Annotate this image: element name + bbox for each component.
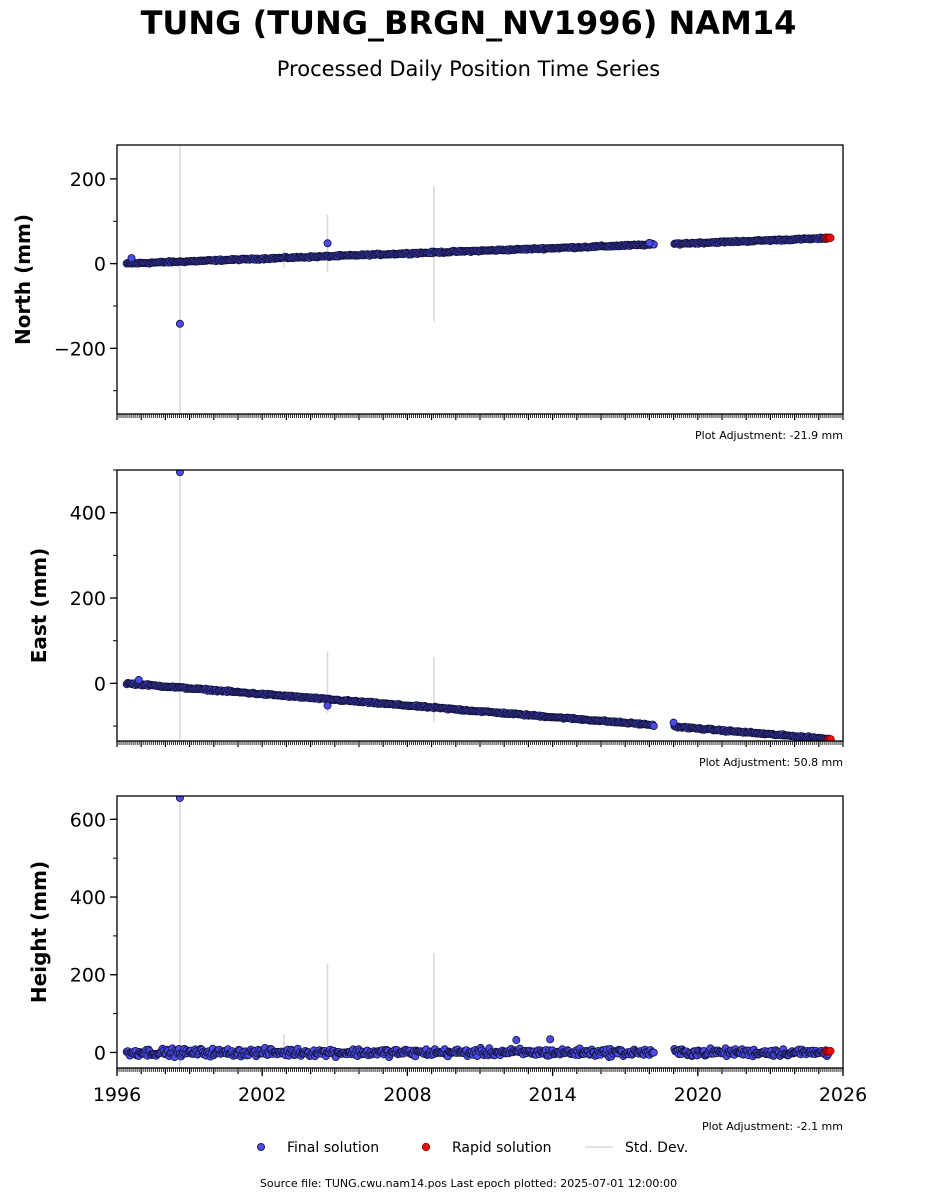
final-point-outlier xyxy=(175,319,184,328)
y-tick-label: 400 xyxy=(70,887,106,909)
rapid-point xyxy=(826,735,835,741)
final-solution-points xyxy=(122,233,833,328)
y-axis-label: North (mm) xyxy=(11,214,35,345)
x-tick-label: 2014 xyxy=(528,1084,576,1106)
y-tick-label: 400 xyxy=(70,503,106,525)
legend-final-label: Final solution xyxy=(287,1140,379,1156)
final-point-outlier xyxy=(669,718,678,727)
panel-height: 600 400 200 0 1996 2002 2008 2014 2020 2026 Height… xyxy=(27,795,867,1133)
y-tick-label: −200 xyxy=(54,338,106,360)
legend-rapid-label: Rapid solution xyxy=(452,1140,552,1156)
final-point-outlier xyxy=(323,239,332,248)
legend-rapid-marker xyxy=(421,1142,431,1152)
final-point-outlier xyxy=(175,796,184,802)
chart-title: TUNG (TUNG_BRGN_NV1996) NAM14 xyxy=(140,4,797,42)
final-solution-points xyxy=(122,470,832,741)
y-tick-label: 200 xyxy=(70,588,106,610)
plot-frame xyxy=(116,795,844,1069)
y-axis-label: Height (mm) xyxy=(27,861,51,1003)
plot-area xyxy=(122,145,835,414)
final-point-outlier xyxy=(175,470,184,477)
final-point-outlier xyxy=(546,1035,555,1044)
final-point xyxy=(649,1048,658,1057)
plot-area xyxy=(122,796,835,1068)
x-tick-label: 1996 xyxy=(93,1084,141,1106)
final-point-outlier xyxy=(134,675,143,684)
y-tick-label: 200 xyxy=(70,965,106,987)
legend: Final solution Rapid solution Std. Dev. xyxy=(256,1140,688,1156)
legend-final-marker xyxy=(256,1143,265,1152)
plot-adjustment-note: Plot Adjustment: 50.8 mm xyxy=(699,756,843,769)
panel-east: 400 200 0 East (mm) Plot Adjustment: 50.8 mm xyxy=(27,469,844,769)
plot-adjustment-note: Plot Adjustment: -21.9 mm xyxy=(695,429,843,442)
legend-std-label: Std. Dev. xyxy=(625,1140,688,1156)
final-point-outlier xyxy=(127,254,136,263)
plot-frame xyxy=(116,144,844,415)
x-tick-label: 2002 xyxy=(238,1084,286,1106)
y-axis-label: East (mm) xyxy=(27,548,51,664)
y-tick-label: 0 xyxy=(94,1042,106,1064)
x-tick-label: 2008 xyxy=(383,1084,431,1106)
y-tick-label: 200 xyxy=(70,169,106,191)
final-point-outlier xyxy=(645,238,654,247)
plot-area xyxy=(122,470,835,741)
plot-frame xyxy=(116,469,844,742)
source-footer: Source file: TUNG.cwu.nam14.pos Last epo… xyxy=(259,1177,678,1190)
rapid-point xyxy=(826,1047,835,1056)
final-point-outlier xyxy=(512,1036,521,1045)
rapid-solution-points xyxy=(821,1047,835,1056)
y-tick-label: 0 xyxy=(94,673,106,695)
plot-adjustment-note: Plot Adjustment: -2.1 mm xyxy=(702,1120,843,1133)
y-tick-label: 0 xyxy=(94,254,106,276)
chart-subtitle: Processed Daily Position Time Series xyxy=(276,57,661,81)
rapid-point xyxy=(826,233,835,242)
x-tick-label: 2026 xyxy=(819,1084,867,1106)
final-point-outlier xyxy=(323,701,332,710)
rapid-solution-points xyxy=(824,734,835,741)
final-point xyxy=(649,722,658,731)
x-tick-label: 2020 xyxy=(674,1084,722,1106)
final-solution-points xyxy=(122,796,833,1062)
panel-north: 200 0 −200 North (mm) Plot Adjustment: -21.9… xyxy=(11,144,844,442)
rapid-solution-points xyxy=(821,233,835,243)
y-tick-label: 600 xyxy=(70,809,106,831)
